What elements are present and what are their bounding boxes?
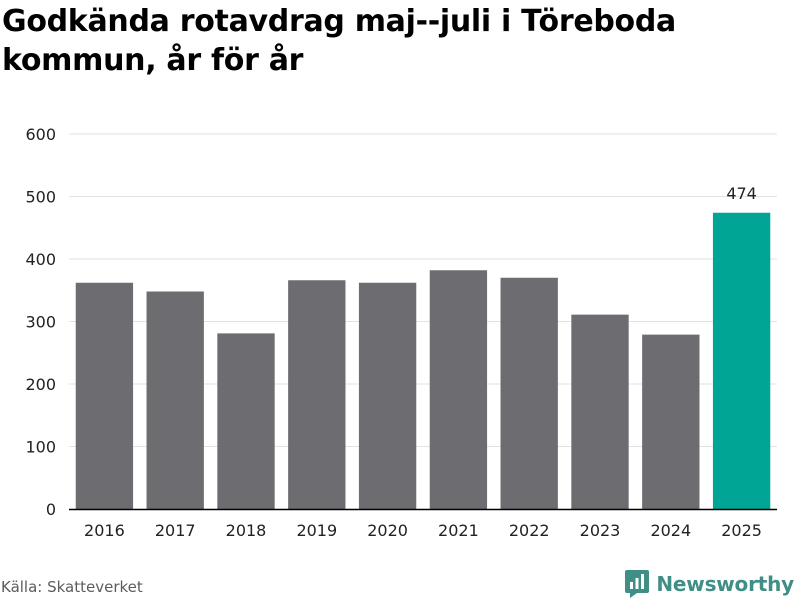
x-tick-label: 2017 <box>155 521 196 540</box>
source-note: Källa: Skatteverket <box>1 578 143 596</box>
x-tick-label: 2020 <box>367 521 408 540</box>
x-tick-label: 2016 <box>84 521 125 540</box>
y-tick-label: 400 <box>25 250 56 269</box>
newsworthy-logo-icon <box>625 570 650 598</box>
brand-logo: Newsworthy <box>624 568 794 600</box>
x-tick-label: 2025 <box>721 521 762 540</box>
chart-title: Godkända rotavdrag maj--juli i Töreboda … <box>2 4 676 78</box>
bar-2018 <box>217 333 275 509</box>
x-tick-label: 2018 <box>226 521 267 540</box>
y-tick-label: 0 <box>46 500 56 519</box>
bar-2024 <box>642 334 700 509</box>
bar-2017 <box>146 291 204 509</box>
bar-2020 <box>358 282 417 509</box>
x-tick-label: 2022 <box>509 521 550 540</box>
y-tick-label: 500 <box>25 188 56 207</box>
bar-2025 <box>712 212 771 509</box>
x-tick-label: 2019 <box>296 521 337 540</box>
x-tick-label: 2023 <box>580 521 621 540</box>
bar-2022 <box>500 277 558 509</box>
y-tick-label: 300 <box>25 313 56 332</box>
x-axis-ticks: 2016 2017 2018 2019 2020 2021 2022 2023 2024 2025 <box>84 521 762 540</box>
y-axis-ticks: 0 100 200 300 400 500 600 <box>25 125 56 519</box>
data-labels: 474 <box>726 184 757 203</box>
y-tick-label: 100 <box>25 438 56 457</box>
bar-2016 <box>75 282 134 509</box>
data-label: 474 <box>726 184 757 203</box>
y-tick-label: 200 <box>25 375 56 394</box>
bar-2021 <box>429 270 488 509</box>
x-tick-label: 2021 <box>438 521 479 540</box>
x-tick-label: 2024 <box>650 521 691 540</box>
y-tick-label: 600 <box>25 125 56 144</box>
brand-name: Newsworthy <box>656 572 794 596</box>
bars <box>75 212 771 509</box>
bar-2023 <box>571 314 629 509</box>
bar-2019 <box>288 280 346 509</box>
